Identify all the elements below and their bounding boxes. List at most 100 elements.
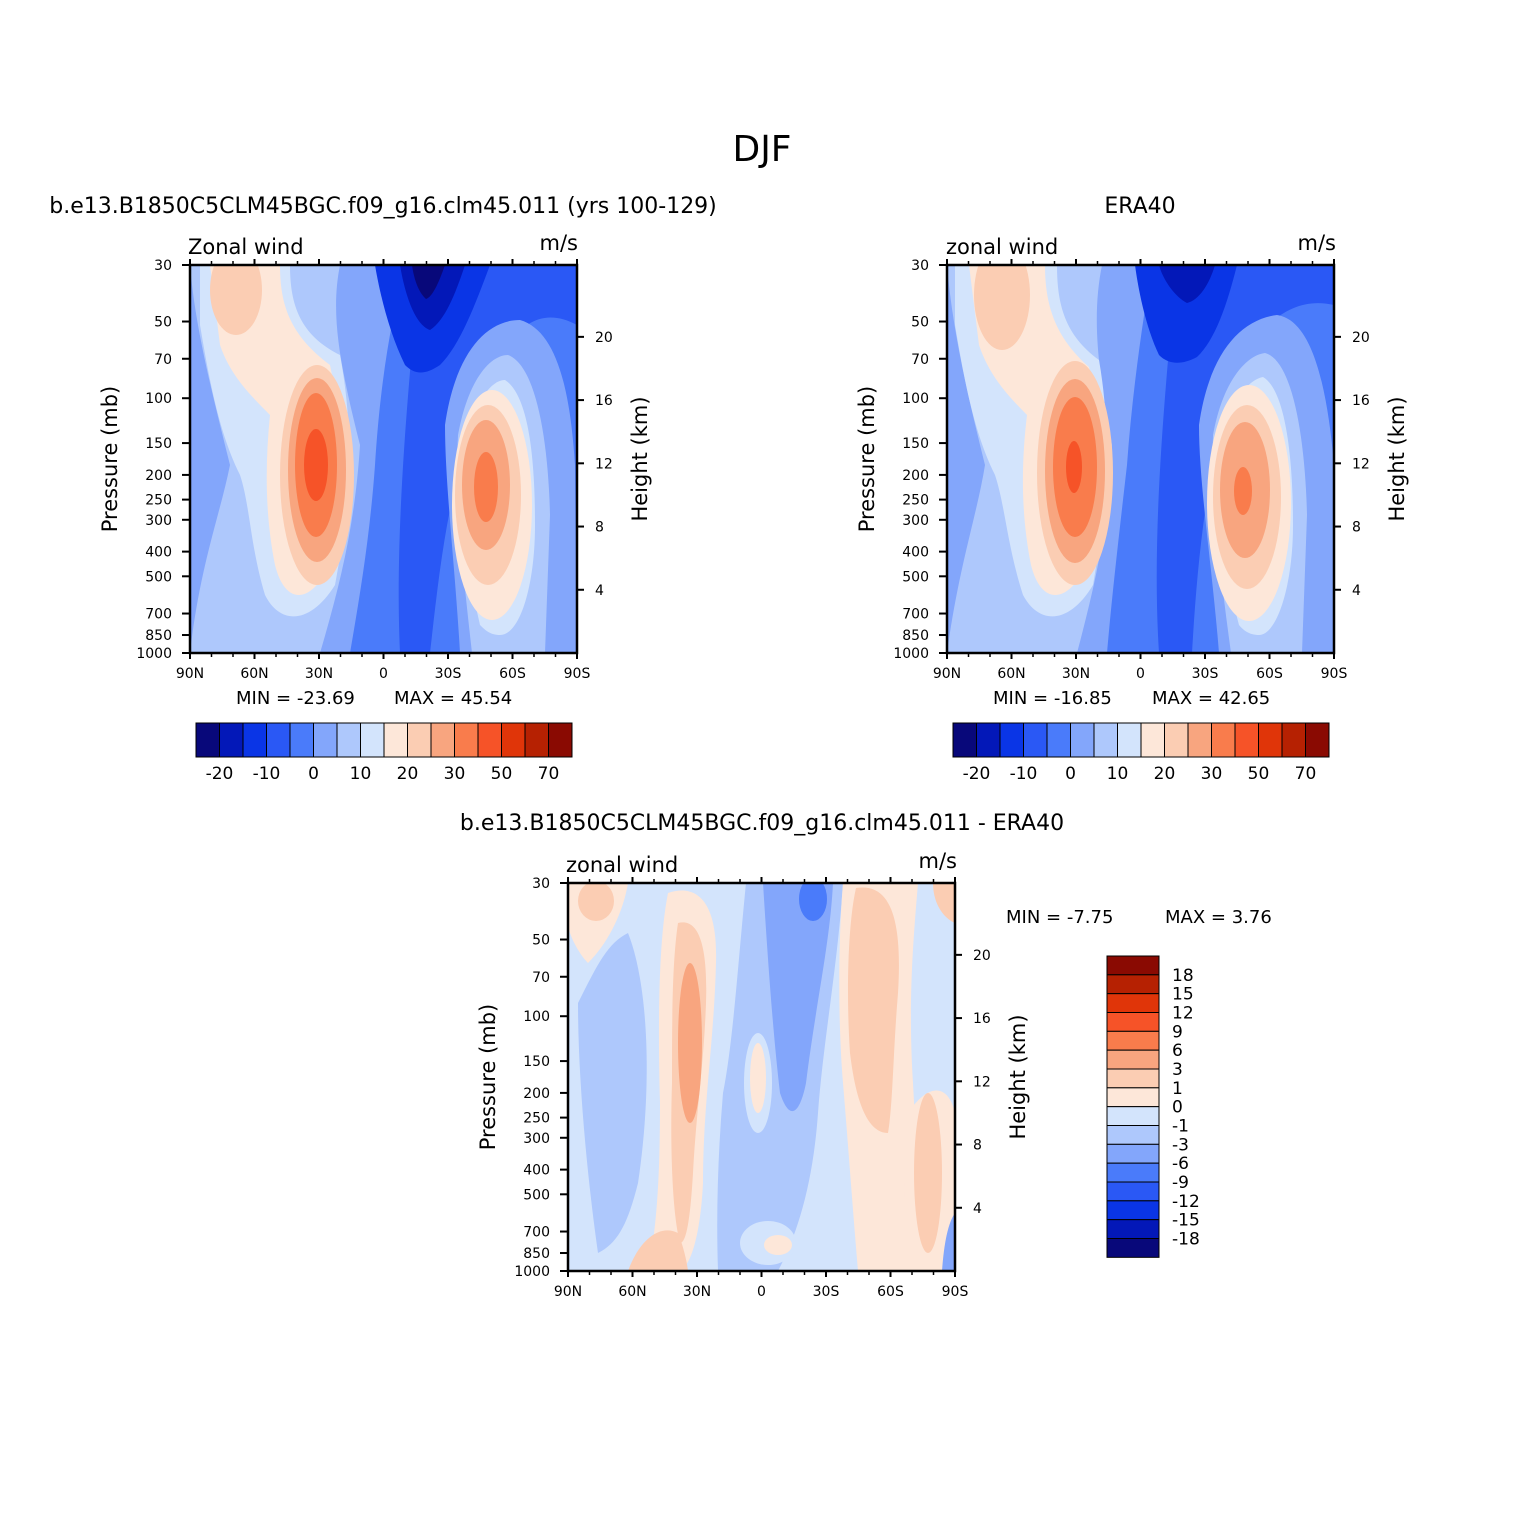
colorbar-swatch xyxy=(1164,722,1189,758)
panel-diff-y-tick-label: 100 xyxy=(523,1009,550,1025)
colorbar-label: 0 xyxy=(1172,1098,1183,1118)
contour-band xyxy=(1135,265,1237,363)
panel-obs-colorbar: -20 -10 0 10 20 30 50 70 xyxy=(952,722,1330,784)
colorbar-label: -15 xyxy=(1172,1211,1200,1231)
panel-diff-x-tick-label: 0 xyxy=(757,1284,766,1300)
panel-model-x-tick-label: 30N xyxy=(305,666,333,682)
contour-band xyxy=(799,883,827,921)
panel-obs-x-tick-label: 60S xyxy=(1256,666,1283,682)
panel-obs-y-tick-label: 150 xyxy=(902,436,929,452)
panel-diff-max: MAX = 3.76 xyxy=(1165,907,1272,928)
colorbar-label: -3 xyxy=(1172,1135,1189,1155)
colorbar-label: -18 xyxy=(1172,1230,1200,1250)
panel-model-contours xyxy=(190,265,577,653)
colorbar-label: -20 xyxy=(206,764,234,784)
panel-diff-y-tick-label: 850 xyxy=(523,1246,550,1262)
colorbar-swatch xyxy=(999,722,1024,758)
contour-band xyxy=(933,883,955,923)
panel-diff-x-tick-label: 60N xyxy=(618,1284,646,1300)
panel-diff-y-tick-label: 400 xyxy=(523,1163,550,1179)
colorbar-label: -1 xyxy=(1172,1117,1189,1137)
colorbar-swatch xyxy=(1106,993,1160,1014)
colorbar-swatch xyxy=(313,722,338,758)
panel-diff-ylabel: Pressure (mb) xyxy=(476,1004,500,1151)
colorbar-swatch xyxy=(1106,1030,1160,1051)
panel-diff-y2-tick-label: 12 xyxy=(973,1074,991,1090)
panel-model-y-tick-label: 400 xyxy=(145,545,172,561)
panel-model-units-label: m/s xyxy=(540,231,578,255)
colorbar-swatch xyxy=(501,722,526,758)
contour-band xyxy=(1234,467,1252,515)
colorbar-swatch xyxy=(360,722,385,758)
panel-model-x-tick-label: 60S xyxy=(499,666,526,682)
panel-obs-y-tick-label: 400 xyxy=(902,545,929,561)
colorbar-label: -9 xyxy=(1172,1173,1189,1193)
panel-diff-contours xyxy=(568,883,955,1271)
panel-obs-y-tick-label: 1000 xyxy=(893,646,929,662)
panel-diff-y2label: Height (km) xyxy=(1006,1014,1030,1139)
colorbar-swatch xyxy=(1140,722,1165,758)
colorbar-swatch xyxy=(1117,722,1142,758)
panel-obs-max: MAX = 42.65 xyxy=(1152,688,1270,709)
panel-obs-x-tick-label: 30N xyxy=(1062,666,1090,682)
panel-diff-min: MIN = -7.75 xyxy=(1006,907,1113,928)
colorbar-swatch xyxy=(454,722,479,758)
contour-band xyxy=(763,883,833,1112)
colorbar-swatch xyxy=(195,722,220,758)
contour-band xyxy=(578,883,614,921)
colorbar-swatch xyxy=(1046,722,1071,758)
panel-model-y-tick-label: 150 xyxy=(145,436,172,452)
panel-obs-y-tick-label: 100 xyxy=(902,391,929,407)
colorbar-swatch xyxy=(1281,722,1306,758)
panel-diff-units-label: m/s xyxy=(919,849,957,873)
colorbar-swatch xyxy=(383,722,408,758)
panel-obs-y2-tick-label: 8 xyxy=(1352,520,1361,536)
colorbar-label: 30 xyxy=(1201,764,1223,784)
panel-obs-x-tick-label: 30S xyxy=(1192,666,1219,682)
colorbar-swatch xyxy=(1106,1238,1160,1258)
colorbar-swatch xyxy=(1211,722,1236,758)
contour-band xyxy=(398,265,577,653)
colorbar-label: 1 xyxy=(1172,1079,1183,1099)
panel-obs-min: MIN = -16.85 xyxy=(993,688,1112,709)
colorbar-swatch xyxy=(1106,1106,1160,1126)
panel-obs-y-tick-label: 700 xyxy=(902,607,929,623)
panel-model-y-tick-label: 50 xyxy=(154,315,172,331)
panel-model-y-tick-label: 100 xyxy=(145,391,172,407)
panel-obs-y-tick-label: 200 xyxy=(902,468,929,484)
panel-model-x-tick-label: 90S xyxy=(564,666,591,682)
panel-model-axes: 90N 60N 30N 0 30S 60S 90S 30 50 70 100 150 200 250 300… xyxy=(98,258,652,682)
colorbar-swatch xyxy=(1258,722,1283,758)
colorbar-swatch xyxy=(1070,722,1095,758)
colorbar-label: 50 xyxy=(1248,764,1270,784)
contour-band xyxy=(578,933,647,1253)
panel-diff-y2-tick-label: 8 xyxy=(973,1138,982,1154)
panel-model-y-tick-label: 300 xyxy=(145,513,172,529)
colorbar-swatch xyxy=(1106,1087,1160,1108)
colorbar-swatch xyxy=(1093,722,1118,758)
colorbar-swatch xyxy=(242,722,267,758)
panel-obs-x-tick-label: 90N xyxy=(933,666,961,682)
panel-diff-y-tick-label: 50 xyxy=(532,933,550,949)
panel-model-y-tick-label: 700 xyxy=(145,607,172,623)
colorbar-label: 6 xyxy=(1172,1041,1183,1061)
panel-obs: ERA40 zonal wind m/s xyxy=(855,194,1409,784)
panel-obs-y2-tick-label: 12 xyxy=(1352,456,1370,472)
colorbar-swatch xyxy=(430,722,455,758)
colorbar-label: 0 xyxy=(308,764,319,784)
colorbar-label: 18 xyxy=(1172,966,1194,986)
panel-obs-y-tick-label: 850 xyxy=(902,628,929,644)
panel-obs-title: ERA40 xyxy=(1104,194,1175,219)
colorbar-label: 70 xyxy=(1295,764,1317,784)
colorbar-label: -20 xyxy=(963,764,991,784)
colorbar-label: -10 xyxy=(253,764,281,784)
colorbar-label: 12 xyxy=(1172,1004,1194,1024)
panel-obs-x-tick-label: 0 xyxy=(1136,666,1145,682)
panel-diff-y2-tick-label: 16 xyxy=(973,1011,991,1027)
colorbar-label: -12 xyxy=(1172,1192,1200,1212)
colorbar-swatch xyxy=(1106,1068,1160,1089)
contour-band xyxy=(412,265,445,299)
panel-model-x-tick-label: 90N xyxy=(176,666,204,682)
colorbar-label: 10 xyxy=(1107,764,1129,784)
